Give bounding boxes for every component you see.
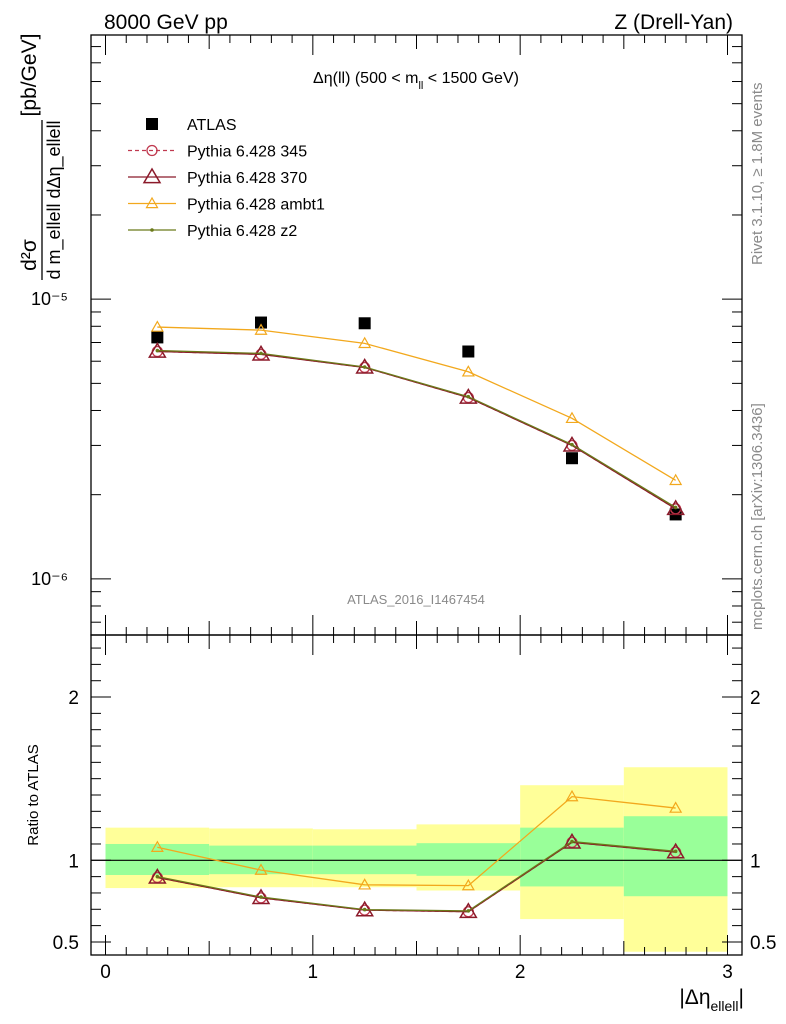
mcplots-label: mcplots.cern.ch [arXiv:1306.3436] <box>749 403 766 630</box>
ratio-tick-labels: 0.5 0.5 1 1 2 2 0 1 2 3 <box>53 688 777 983</box>
ratio-point-ambt1 <box>150 840 164 852</box>
data-point-z2 <box>259 351 263 356</box>
x-axis-label-main: |Δη <box>679 986 710 1009</box>
legend-marker-p345 <box>146 144 158 157</box>
data-point-ambt1 <box>254 323 268 335</box>
data-point-atlas <box>358 317 371 330</box>
data-point-p370 <box>562 435 582 452</box>
data-point-atlas <box>255 316 268 329</box>
top-panel: 10⁻⁶ 10⁻⁵ Δη(ll) (500 < mll < 1500 GeV) A… <box>31 34 743 636</box>
ratio-band-inner <box>416 843 521 876</box>
ratio-line-ambt1 <box>157 795 676 887</box>
ratio-point-z2 <box>570 839 574 844</box>
data-point-z2 <box>570 442 574 447</box>
data-point-ambt1 <box>150 320 164 332</box>
ylabel-denominator: d m_ellell dΔη_ellell <box>44 120 65 279</box>
ratio-x-tick-label: 2 <box>515 962 526 983</box>
series-line-p345 <box>157 350 676 510</box>
top-y-tick-label: 10⁻⁶ <box>31 569 68 589</box>
ylabel-numerator: d²σ <box>18 239 41 271</box>
ratio-y-tick-label-right: 1 <box>750 851 761 872</box>
data-point-z2 <box>362 365 367 369</box>
legend-marker-atlas <box>146 118 158 130</box>
plot-title-main: Δη(ll) (500 < m <box>313 70 418 87</box>
ratio-point-ambt1 <box>358 878 372 890</box>
ratio-point-z2 <box>155 874 160 879</box>
analysis-watermark: ATLAS_2016_I1467454 <box>347 592 485 607</box>
legend-label-p370: Pythia 6.428 370 <box>187 170 307 187</box>
data-point-ambt1 <box>358 336 372 349</box>
data-point-p370 <box>666 499 685 516</box>
legend-label-ambt1: Pythia 6.428 ambt1 <box>187 197 325 214</box>
legend-marker-z2 <box>150 228 154 232</box>
top-y-tick-label: 10⁻⁵ <box>31 289 68 309</box>
ratio-line-p370 <box>157 841 676 913</box>
x-axis-label-sub: ellell <box>711 998 739 1014</box>
ratio-point-z2 <box>259 895 263 899</box>
ratio-y-tick-label-left: 1 <box>68 851 79 872</box>
top-axis-ticks <box>91 35 742 635</box>
ylabel-unit: [pb/GeV] <box>18 34 41 117</box>
legend-label-p345: Pythia 6.428 345 <box>187 144 307 161</box>
legend-marker-ambt1 <box>145 196 159 209</box>
rivet-label: Rivet 3.1.10, ≥ 1.8M events <box>749 83 766 266</box>
ratio-band-inner <box>520 827 624 887</box>
ratio-x-tick-label: 3 <box>722 962 733 983</box>
data-point-atlas <box>462 345 475 358</box>
ratio-y-tick-label-right: 0.5 <box>750 933 776 954</box>
header-left: 8000 GeV pp <box>104 11 228 34</box>
header-right: Z (Drell-Yan) <box>614 11 733 34</box>
ratio-axis-ticks <box>91 635 742 955</box>
series-line-p370 <box>157 350 676 510</box>
ratio-point-p370 <box>148 867 167 884</box>
ratio-point-ambt1 <box>254 863 268 875</box>
series-line-z2 <box>157 349 676 509</box>
data-point-ambt1 <box>461 365 475 377</box>
ratio-point-z2 <box>673 849 678 854</box>
ratio-series-layer <box>148 789 685 919</box>
data-point-z2 <box>673 505 678 510</box>
data-point-p370 <box>459 388 478 404</box>
ratio-point-ambt1 <box>461 878 475 891</box>
ratio-uncertainty-bands <box>105 767 728 952</box>
ratio-line-z2 <box>157 840 676 912</box>
ratio-y-axis-label: Ratio to ATLAS <box>25 744 42 845</box>
top-y-axis-label: d²σ d m_ellell dΔη_ellell [pb/GeV] <box>18 34 65 280</box>
plot-title: Δη(ll) (500 < mll < 1500 GeV) <box>313 70 519 92</box>
x-axis-label: |Δηellell| <box>679 986 744 1014</box>
data-point-z2 <box>155 348 160 353</box>
ratio-y-tick-label-right: 2 <box>750 688 761 709</box>
plot-title-sub: ll <box>418 80 423 92</box>
x-axis-label-post: | <box>739 986 744 1009</box>
top-y-tick-labels: 10⁻⁶ 10⁻⁵ <box>31 289 68 589</box>
ratio-point-p370 <box>562 832 582 849</box>
ratio-panel: 0.5 0.5 1 1 2 2 0 1 2 3 Ratio to ATLAS |Δηellell| <box>25 634 777 1014</box>
ratio-band-inner <box>623 816 728 897</box>
ratio-x-tick-label: 1 <box>308 962 319 983</box>
data-point-ambt1 <box>565 411 579 424</box>
legend-label-atlas: ATLAS <box>187 117 237 134</box>
ratio-x-tick-label: 0 <box>100 962 111 983</box>
ratio-point-ambt1 <box>669 801 683 813</box>
ratio-point-z2 <box>362 907 367 912</box>
ratio-y-tick-label-left: 0.5 <box>53 933 79 954</box>
legend: ATLAS Pythia 6.428 345 Pythia 6.428 370 Pyt… <box>128 117 325 240</box>
data-point-atlas <box>151 331 164 344</box>
legend-label-z2: Pythia 6.428 z2 <box>187 223 297 240</box>
ratio-point-ambt1 <box>565 789 579 802</box>
ratio-point-z2 <box>466 909 471 913</box>
legend-marker-p370 <box>142 167 162 184</box>
data-point-ambt1 <box>669 473 683 486</box>
plot-title-post: < 1500 GeV) <box>423 70 519 87</box>
top-series-layer <box>148 316 685 521</box>
data-point-atlas <box>565 452 578 465</box>
ratio-y-tick-label-left: 2 <box>68 688 79 709</box>
data-point-z2 <box>466 394 471 399</box>
series-line-ambt1 <box>157 326 676 481</box>
